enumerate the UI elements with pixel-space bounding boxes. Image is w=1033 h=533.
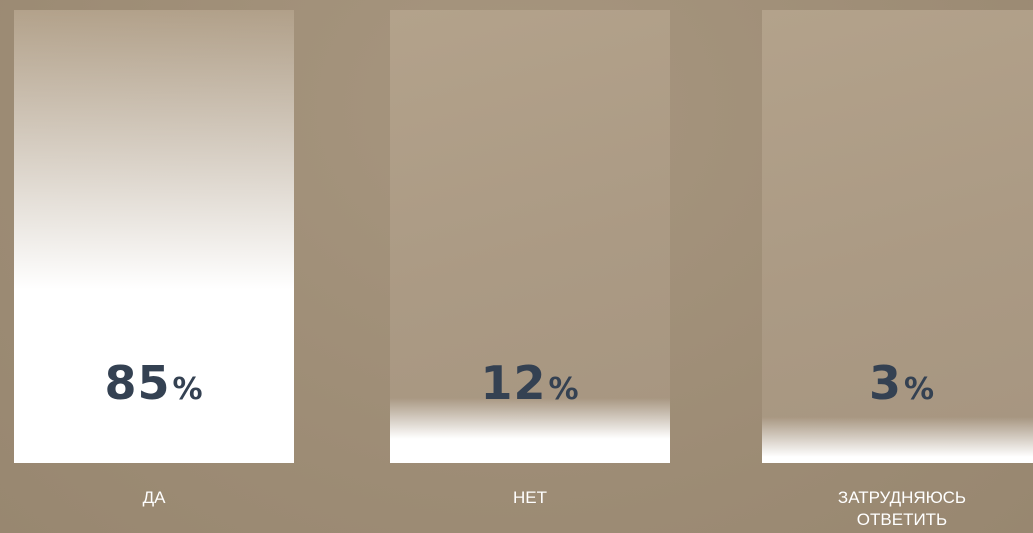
bar-panel-no: 12% xyxy=(390,10,670,463)
value-label-no: 12% xyxy=(390,360,670,406)
category-label-undecided: ЗАТРУДНЯЮСЬ ОТВЕТИТЬ xyxy=(837,488,967,529)
bar-fill-no xyxy=(390,397,670,463)
category-label-no: НЕТ xyxy=(513,488,547,507)
percent-sign-no: % xyxy=(548,372,580,407)
bar-panel-yes: 85% xyxy=(14,10,294,463)
category-label-yes: ДА xyxy=(142,488,166,507)
value-number-yes: 85 xyxy=(104,356,171,410)
percent-sign-yes: % xyxy=(172,372,204,407)
percent-sign-undecided: % xyxy=(903,372,936,407)
bar-column-yes: 85% ДА xyxy=(14,10,294,509)
bar-fill-yes xyxy=(14,10,294,463)
bar-fill-undecided xyxy=(762,416,1033,463)
value-label-undecided: 3% xyxy=(762,360,1033,406)
value-label-yes: 85% xyxy=(14,360,294,406)
value-number-undecided: 3 xyxy=(868,356,902,410)
value-number-no: 12 xyxy=(480,356,547,410)
bar-column-undecided: 3% ЗАТРУДНЯЮСЬ ОТВЕТИТЬ xyxy=(762,10,1033,531)
bar-panel-undecided: 3% xyxy=(762,10,1033,463)
bar-column-no: 12% НЕТ xyxy=(390,10,670,509)
